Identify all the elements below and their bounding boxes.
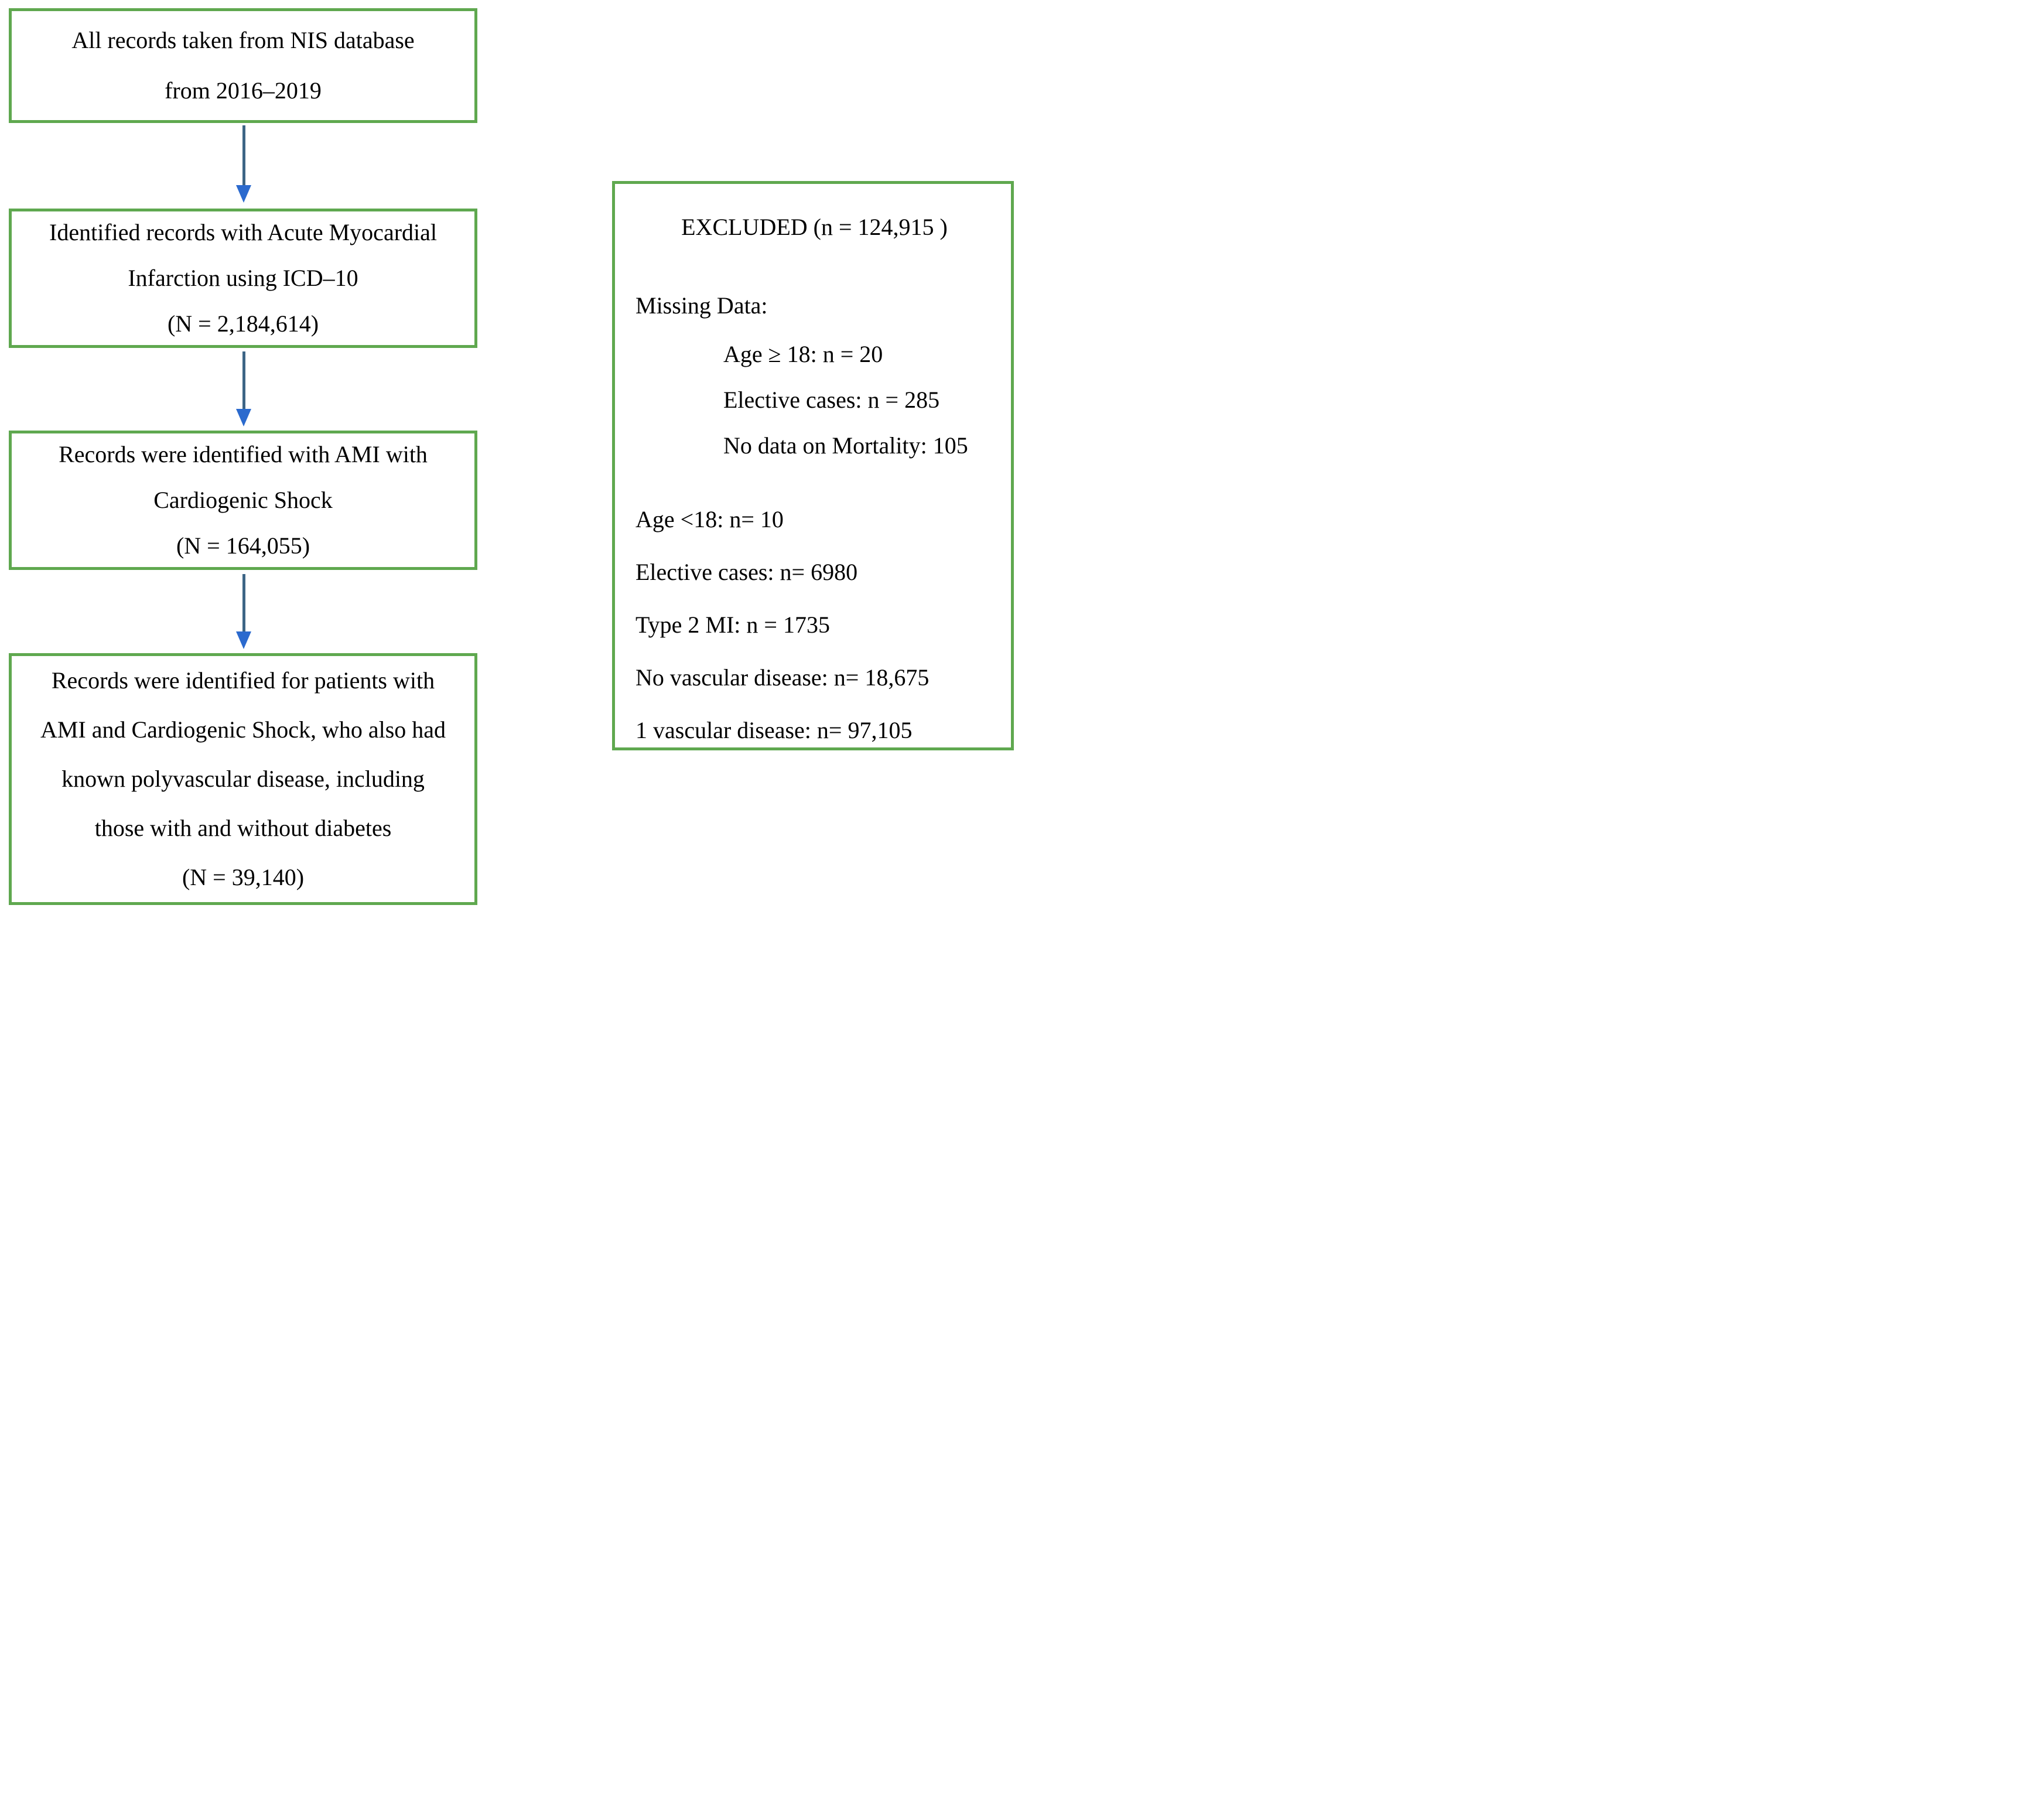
arrow-head: [236, 409, 251, 426]
arrow-head: [236, 631, 251, 649]
spacer: [635, 469, 993, 493]
flow-box-ami-cardiogenic-shock: Records were identified with AMI with Ca…: [9, 431, 477, 570]
excluded-item: 1 vascular disease: n= 97,105: [635, 717, 913, 743]
flow-box-nis-database: All records taken from NIS database from…: [9, 8, 477, 123]
excluded-box: EXCLUDED (n = 124,915 ) Missing Data: Ag…: [612, 181, 1014, 750]
flow-box-line: known polyvascular disease, including: [61, 766, 425, 792]
missing-data-item: No data on Mortality: 105: [723, 432, 968, 459]
arrow-stem: [242, 574, 245, 631]
flow-box-ami-icd10: Identified records with Acute Myocardial…: [9, 209, 477, 348]
flow-box-line: Cardiogenic Shock: [153, 487, 333, 513]
patient-flow-diagram: All records taken from NIS database from…: [0, 0, 1020, 910]
down-arrow-icon: [236, 574, 251, 649]
missing-data-label: Missing Data:: [635, 292, 768, 319]
missing-data-item: Elective cases: n = 285: [723, 387, 940, 413]
arrow-stem: [242, 125, 245, 185]
down-arrow-icon: [236, 125, 251, 203]
flow-box-line: from 2016–2019: [165, 77, 322, 104]
excluded-title: EXCLUDED (n = 124,915 ): [681, 214, 948, 240]
flow-box-line: Infarction using ICD–10: [128, 265, 358, 291]
flow-box-line: (N = 164,055): [176, 532, 310, 559]
flow-box-line: AMI and Cardiogenic Shock, who also had: [40, 716, 446, 743]
missing-data-item: Age ≥ 18: n = 20: [723, 341, 883, 367]
arrow-head: [236, 185, 251, 203]
flow-box-line: Records were identified with AMI with: [59, 441, 428, 467]
excluded-item: Age <18: n= 10: [635, 506, 784, 532]
excluded-item: Type 2 MI: n = 1735: [635, 612, 830, 638]
flow-box-polyvascular: Records were identified for patients wit…: [9, 653, 477, 905]
flow-box-line: (N = 39,140): [182, 864, 305, 890]
flow-box-line: Identified records with Acute Myocardial: [49, 219, 437, 245]
excluded-item: Elective cases: n= 6980: [635, 559, 858, 585]
down-arrow-icon: [236, 351, 251, 426]
arrow-stem: [242, 351, 245, 409]
flow-box-line: Records were identified for patients wit…: [51, 667, 435, 694]
flow-box-line: (N = 2,184,614): [167, 310, 319, 337]
excluded-item: No vascular disease: n= 18,675: [635, 664, 930, 691]
flow-box-line: those with and without diabetes: [94, 815, 392, 841]
flow-box-line: All records taken from NIS database: [71, 27, 415, 53]
